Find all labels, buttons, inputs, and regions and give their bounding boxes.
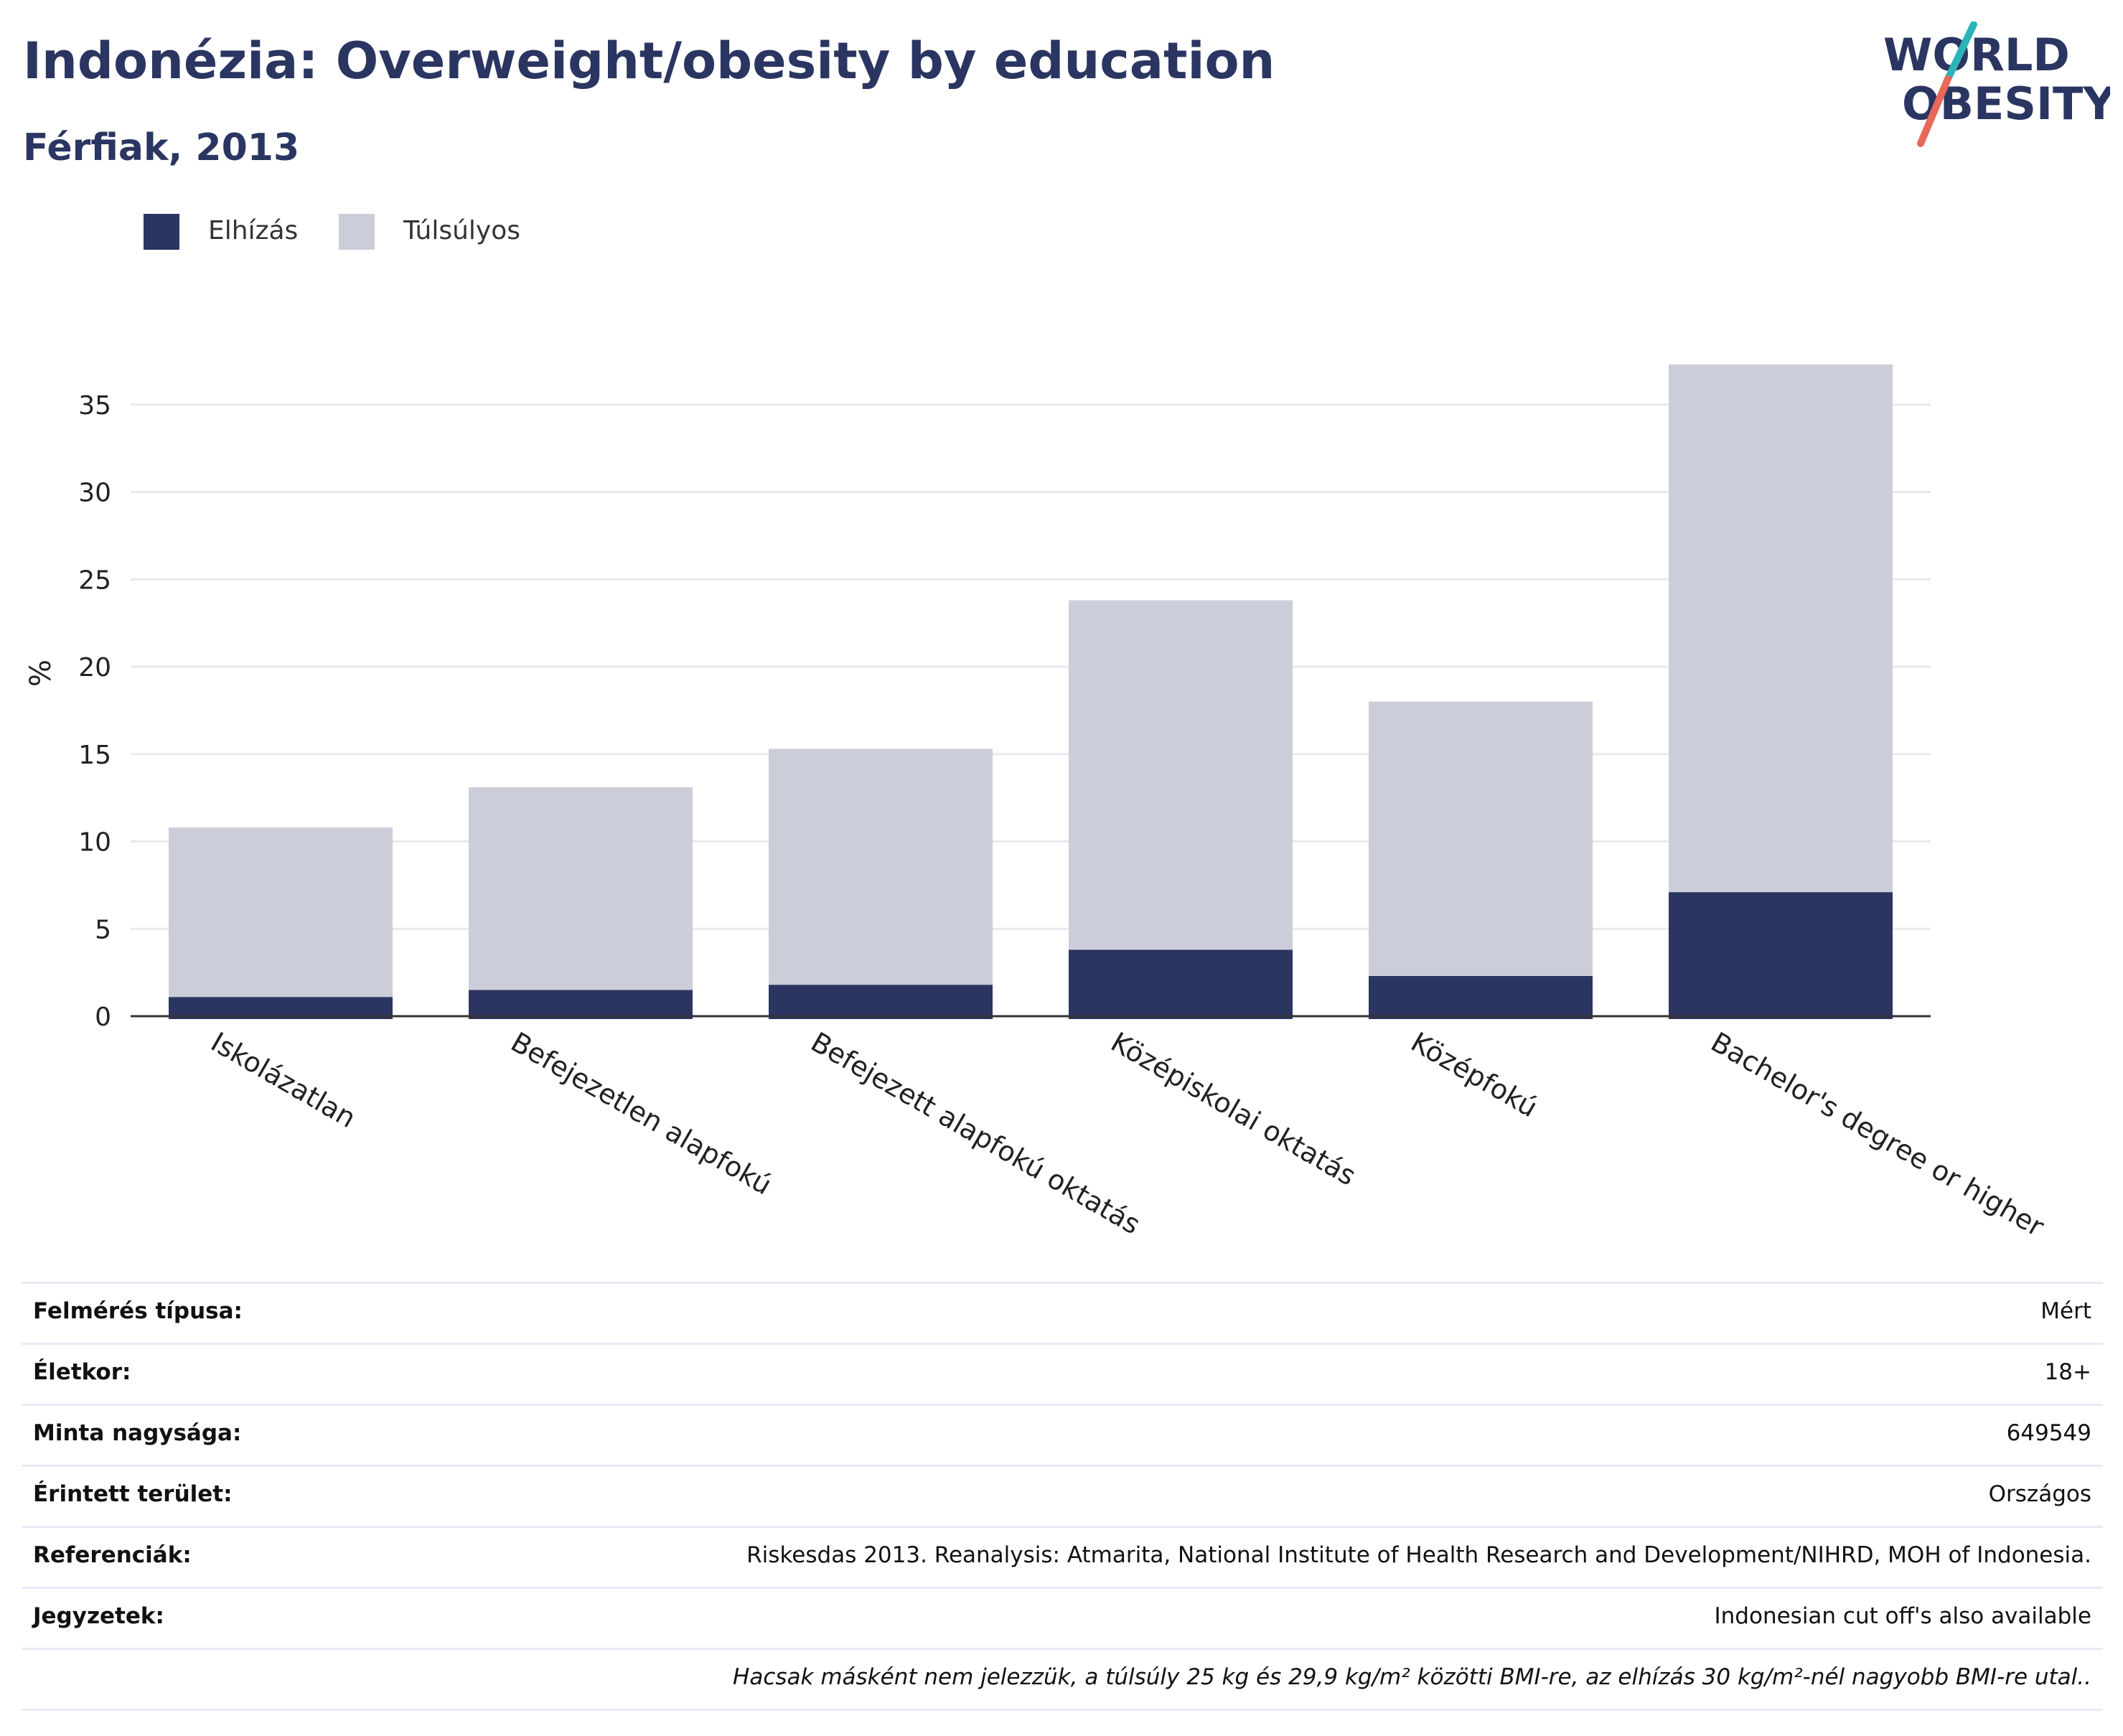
y-tick-label: 0 bbox=[95, 1003, 111, 1032]
info-row-footnote: Hacsak másként nem jelezzük, a túlsúly 2… bbox=[22, 1648, 2103, 1711]
y-tick-label: 5 bbox=[95, 915, 111, 944]
bar-overweight bbox=[169, 827, 393, 998]
info-table: Felmérés típusa: Mért Életkor: 18+ Minta… bbox=[22, 1282, 2103, 1711]
info-value-sample-size: 649549 bbox=[2006, 1420, 2091, 1446]
info-label-references: Referenciák: bbox=[33, 1542, 192, 1568]
bar-overweight bbox=[769, 749, 993, 985]
info-row-notes: Jegyzetek: Indonesian cut off's also ava… bbox=[22, 1587, 2103, 1648]
x-tick-label: Befejezetlen alapfokú bbox=[506, 1026, 777, 1201]
y-tick-label: 10 bbox=[78, 828, 111, 858]
info-footnote: Hacsak másként nem jelezzük, a túlsúly 2… bbox=[733, 1664, 2091, 1690]
bar-obesity bbox=[1069, 949, 1293, 1019]
y-axis-title: % bbox=[24, 660, 57, 687]
info-label-area: Érintett terület: bbox=[33, 1481, 233, 1507]
legend-swatch-overweight bbox=[339, 214, 375, 250]
bar-obesity bbox=[1669, 892, 1893, 1019]
bar-overweight bbox=[1669, 364, 1893, 893]
info-value-survey-type: Mért bbox=[2040, 1298, 2091, 1324]
bar-overweight bbox=[1069, 600, 1293, 950]
y-tick-label: 25 bbox=[78, 566, 111, 595]
info-label-notes: Jegyzetek: bbox=[33, 1603, 164, 1629]
legend-label-overweight: Túlsúlyos bbox=[403, 216, 521, 245]
bar-obesity bbox=[769, 985, 993, 1019]
info-value-area: Országos bbox=[1988, 1481, 2091, 1507]
page-subtitle: Férfiak, 2013 bbox=[23, 126, 300, 169]
stacked-bar-chart: 0 5 10 15 20 25 30 35% Iskolázatlan Befejezetlen … bbox=[24, 364, 2050, 1243]
y-tick-label: 30 bbox=[78, 479, 111, 508]
bar-obesity bbox=[469, 990, 693, 1019]
bar-overweight bbox=[469, 787, 693, 990]
x-tick-label: Középfokú bbox=[1406, 1026, 1543, 1124]
bar-obesity bbox=[1369, 975, 1593, 1019]
logo-accent-teal bbox=[1944, 22, 1977, 83]
x-tick-label: Bachelor's degree or higher bbox=[1706, 1026, 2050, 1243]
info-label-age: Életkor: bbox=[33, 1359, 131, 1385]
y-tick-label: 20 bbox=[78, 653, 111, 682]
logo-line-1: WORLD bbox=[1883, 29, 2070, 81]
x-tick-label: Befejezett alapfokú oktatás bbox=[806, 1026, 1146, 1241]
info-value-references: Riskesdas 2013. Reanalysis: Atmarita, Na… bbox=[746, 1542, 2091, 1568]
legend-label-obesity: Elhízás bbox=[208, 216, 299, 245]
y-tick-label: 15 bbox=[78, 741, 111, 770]
info-label-survey-type: Felmérés típusa: bbox=[33, 1298, 243, 1324]
y-tick-label: 35 bbox=[78, 391, 111, 421]
info-row-references: Referenciák: Riskesdas 2013. Reanalysis:… bbox=[22, 1526, 2103, 1587]
info-row-age: Életkor: 18+ bbox=[22, 1343, 2103, 1404]
bar-overweight bbox=[1369, 701, 1593, 976]
info-value-age: 18+ bbox=[2044, 1359, 2091, 1385]
world-obesity-logo: WORLD OBESITY bbox=[1883, 22, 2110, 147]
info-label-sample-size: Minta nagysága: bbox=[33, 1420, 242, 1446]
legend-swatch-obesity bbox=[144, 214, 179, 250]
info-row-sample-size: Minta nagysága: 649549 bbox=[22, 1404, 2103, 1465]
info-row-survey-type: Felmérés típusa: Mért bbox=[22, 1282, 2103, 1343]
info-value-notes: Indonesian cut off's also available bbox=[1714, 1603, 2091, 1629]
page-title: Indonézia: Overweight/obesity by educati… bbox=[23, 32, 1275, 90]
logo-accent-red bbox=[1917, 75, 1951, 147]
x-tick-label: Középiskolai oktatás bbox=[1106, 1026, 1362, 1192]
x-tick-label: Iskolázatlan bbox=[206, 1026, 362, 1135]
info-row-area: Érintett terület: Országos bbox=[22, 1465, 2103, 1526]
